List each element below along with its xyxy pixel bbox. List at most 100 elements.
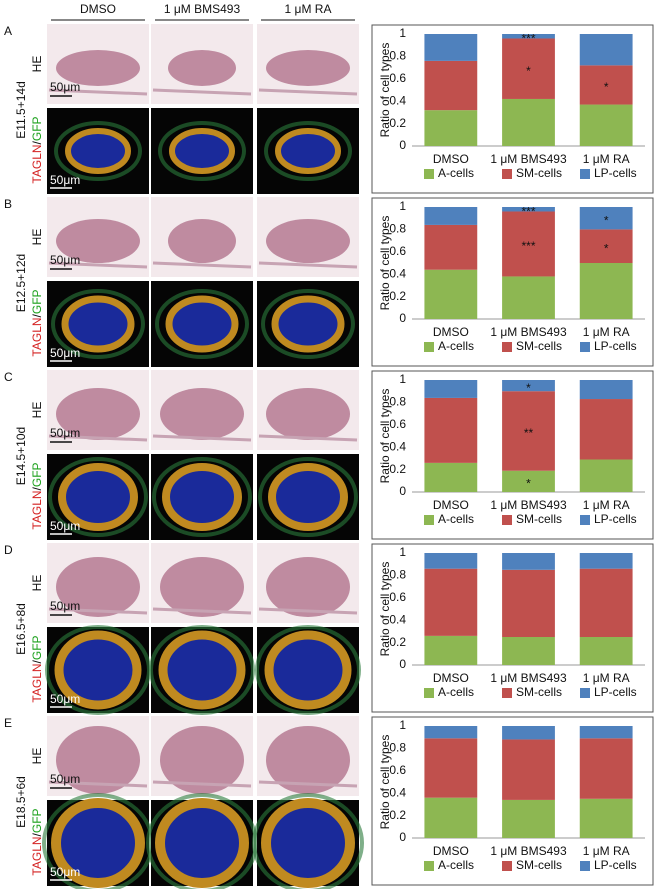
stain-part: GFP (30, 462, 44, 487)
bar-segment (579, 553, 633, 569)
y-tick-label: 0 (399, 484, 406, 498)
he-tissue (56, 50, 140, 86)
stain-label: HE (30, 748, 44, 765)
legend-label: LP-cells (594, 339, 637, 353)
if-ring (65, 128, 131, 174)
y-tick-label: 1 (399, 545, 406, 559)
stain-part: / (30, 313, 44, 317)
bar-segment (424, 397, 478, 463)
x-tick-label: 1 μM RA (583, 498, 630, 512)
stain-part: GFP (30, 289, 44, 314)
y-tick-label: 0.2 (389, 289, 406, 303)
bar-segment (424, 269, 478, 319)
bar-segment (502, 637, 555, 665)
scale-label: 50μm (50, 772, 80, 786)
x-tick-label: 1 μM RA (583, 325, 630, 339)
bar-segment (579, 207, 633, 230)
stain-label: HE (30, 56, 44, 73)
y-tick-label: 0.6 (389, 417, 406, 431)
legend-swatch (502, 342, 512, 352)
y-tick-label: 1 (399, 199, 406, 213)
scale-label: 50μm (50, 599, 80, 613)
he-stroma (258, 780, 358, 788)
legend-swatch (580, 861, 590, 871)
scale-label: 50μm (50, 426, 80, 440)
bar-segment (579, 459, 633, 492)
if-outer (54, 121, 142, 181)
legend-label: A-cells (438, 512, 474, 526)
if-outer (252, 793, 364, 889)
bar-segment (579, 380, 633, 400)
legend-label: A-cells (438, 339, 474, 353)
if-outer (51, 289, 145, 359)
legend-swatch (580, 688, 590, 698)
bar-segment (424, 380, 478, 398)
he-tissue (160, 726, 244, 794)
x-tick-label: 1 μM RA (583, 844, 630, 858)
x-tick-label: 1 μM RA (583, 671, 630, 685)
if-outer (155, 289, 249, 359)
column-header: 1 μM BMS493 (164, 2, 241, 16)
scale-label: 50μm (50, 519, 80, 533)
x-tick-label: 1 μM BMS493 (490, 498, 567, 512)
if-outer (258, 457, 358, 537)
stage-label: E18.5+6d (14, 776, 28, 828)
he-stroma (48, 780, 148, 788)
bar-segment (579, 726, 633, 739)
significance: * (604, 80, 609, 94)
x-tick-label: DMSO (433, 325, 469, 339)
he-stroma (258, 261, 358, 269)
bar-segment (502, 726, 555, 740)
if-ring (169, 128, 235, 174)
stain-label: TAGLN/GFP (30, 116, 44, 183)
y-axis-label: Ratio of cell types (378, 735, 392, 830)
x-tick-label: 1 μM BMS493 (490, 325, 567, 339)
legend-label: A-cells (438, 166, 474, 180)
panel-letter: B (4, 197, 12, 211)
bar-segment (579, 637, 633, 665)
bar-segment (579, 104, 633, 146)
y-tick-label: 0 (399, 830, 406, 844)
y-tick-label: 0 (399, 311, 406, 325)
bar-segment (502, 34, 555, 39)
legend-swatch (580, 342, 590, 352)
y-tick-label: 0.2 (389, 116, 406, 130)
legend-label: LP-cells (594, 166, 637, 180)
scale-label: 50μm (50, 173, 80, 187)
column-header: DMSO (80, 2, 116, 16)
bar-segment (579, 229, 633, 263)
bar-segment (424, 797, 478, 838)
bar-segment (424, 224, 478, 270)
if-outer (152, 457, 252, 537)
legend-label: LP-cells (594, 685, 637, 699)
bar-segment (502, 38, 555, 99)
he-tissue (266, 219, 350, 263)
legend-swatch (424, 169, 434, 179)
stain-part: GFP (30, 116, 44, 141)
significance: * (526, 64, 531, 78)
y-tick-label: 0 (399, 657, 406, 671)
he-stroma (152, 261, 252, 269)
y-tick-label: 0.8 (389, 568, 406, 582)
if-ring (158, 630, 246, 710)
if-ring (61, 295, 135, 353)
if-ring (58, 463, 138, 531)
he-stroma (48, 434, 148, 442)
bar-segment (424, 553, 478, 569)
y-tick-label: 0.6 (389, 590, 406, 604)
he-stroma (48, 261, 148, 269)
bar-segment (579, 34, 633, 66)
panel-letter: E (4, 716, 12, 730)
he-stroma (152, 434, 252, 442)
stain-part: / (30, 140, 44, 144)
x-tick-label: DMSO (433, 671, 469, 685)
if-ring (54, 630, 142, 710)
bar-segment (502, 276, 555, 319)
if-outer (48, 457, 148, 537)
y-tick-label: 0.2 (389, 635, 406, 649)
if-ring (261, 798, 355, 888)
he-tissue (56, 219, 140, 263)
if-ring (268, 463, 348, 531)
y-tick-label: 0.4 (389, 785, 406, 799)
